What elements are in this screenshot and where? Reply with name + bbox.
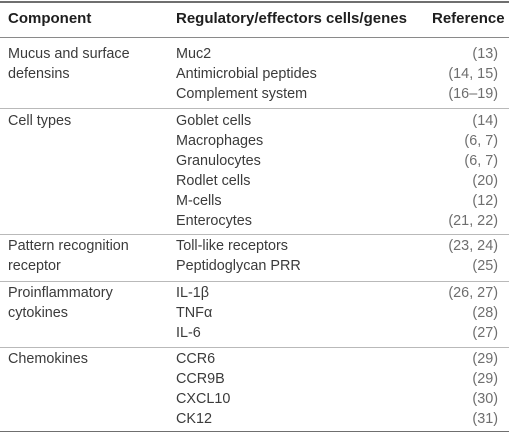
- table-row-reference: (14, 15): [448, 66, 498, 82]
- table-row-item: Complement system: [176, 86, 308, 102]
- table-row-reference: (6, 7): [464, 133, 498, 149]
- group-component-label: Proinflammatory: [8, 285, 113, 301]
- table-row-item: TNFα: [176, 305, 213, 321]
- group-component-label: Mucus and surface: [8, 46, 130, 62]
- table-row-item: CXCL10: [176, 391, 231, 407]
- table-row-reference: (29): [472, 371, 498, 387]
- group-component-label: receptor: [8, 258, 61, 274]
- table-row-reference: (27): [472, 325, 498, 341]
- table-row-reference: (14): [472, 113, 498, 129]
- group-component-label: defensins: [8, 66, 70, 82]
- table-row-item: Macrophages: [176, 133, 264, 149]
- table-row-item: Peptidoglycan PRR: [176, 258, 301, 274]
- table-row-reference: (26, 27): [448, 285, 498, 301]
- group-separator: [0, 234, 509, 235]
- table-row-item: IL-1β: [176, 285, 210, 301]
- table-row-item: CK12: [176, 411, 212, 427]
- table-row-item: Rodlet cells: [176, 173, 251, 189]
- header-reference: Reference: [432, 10, 505, 27]
- table-row-item: Antimicrobial peptides: [176, 66, 317, 82]
- group-component-label: cytokines: [8, 305, 68, 321]
- group-component-label: Pattern recognition: [8, 238, 129, 254]
- table-row-reference: (28): [472, 305, 498, 321]
- table-row-item: IL-6: [176, 325, 201, 341]
- table-row-reference: (12): [472, 193, 498, 209]
- table-row-item: M-cells: [176, 193, 222, 209]
- table-row-reference: (30): [472, 391, 498, 407]
- table-row-reference: (31): [472, 411, 498, 427]
- group-separator: [0, 347, 509, 348]
- table-row-item: Goblet cells: [176, 113, 252, 129]
- table-row-item: Muc2: [176, 46, 212, 62]
- table-row-item: CCR6: [176, 351, 216, 367]
- table-top-rule: [0, 1, 509, 3]
- table-row-reference: (29): [472, 351, 498, 367]
- table-row-item: Enterocytes: [176, 213, 252, 229]
- header-regulatory: Regulatory/effectors cells/genes: [176, 10, 407, 27]
- table-row-reference: (21, 22): [448, 213, 498, 229]
- table-row-reference: (20): [472, 173, 498, 189]
- table-row-reference: (6, 7): [464, 153, 498, 169]
- group-component-label: Cell types: [8, 113, 72, 129]
- table-row-reference: (23, 24): [448, 238, 498, 254]
- group-component-label: Chemokines: [8, 351, 88, 367]
- table-bottom-rule: [0, 431, 509, 432]
- group-separator: [0, 281, 509, 282]
- header-bottom-rule: [0, 37, 509, 38]
- table-row-reference: (25): [472, 258, 498, 274]
- table-row-reference: (16–19): [448, 86, 498, 102]
- table-row-item: Toll-like receptors: [176, 238, 288, 254]
- table-row-item: Granulocytes: [176, 153, 261, 169]
- header-component: Component: [8, 10, 92, 27]
- group-separator: [0, 108, 509, 109]
- table-row-reference: (13): [472, 46, 498, 62]
- table-row-item: CCR9B: [176, 371, 225, 387]
